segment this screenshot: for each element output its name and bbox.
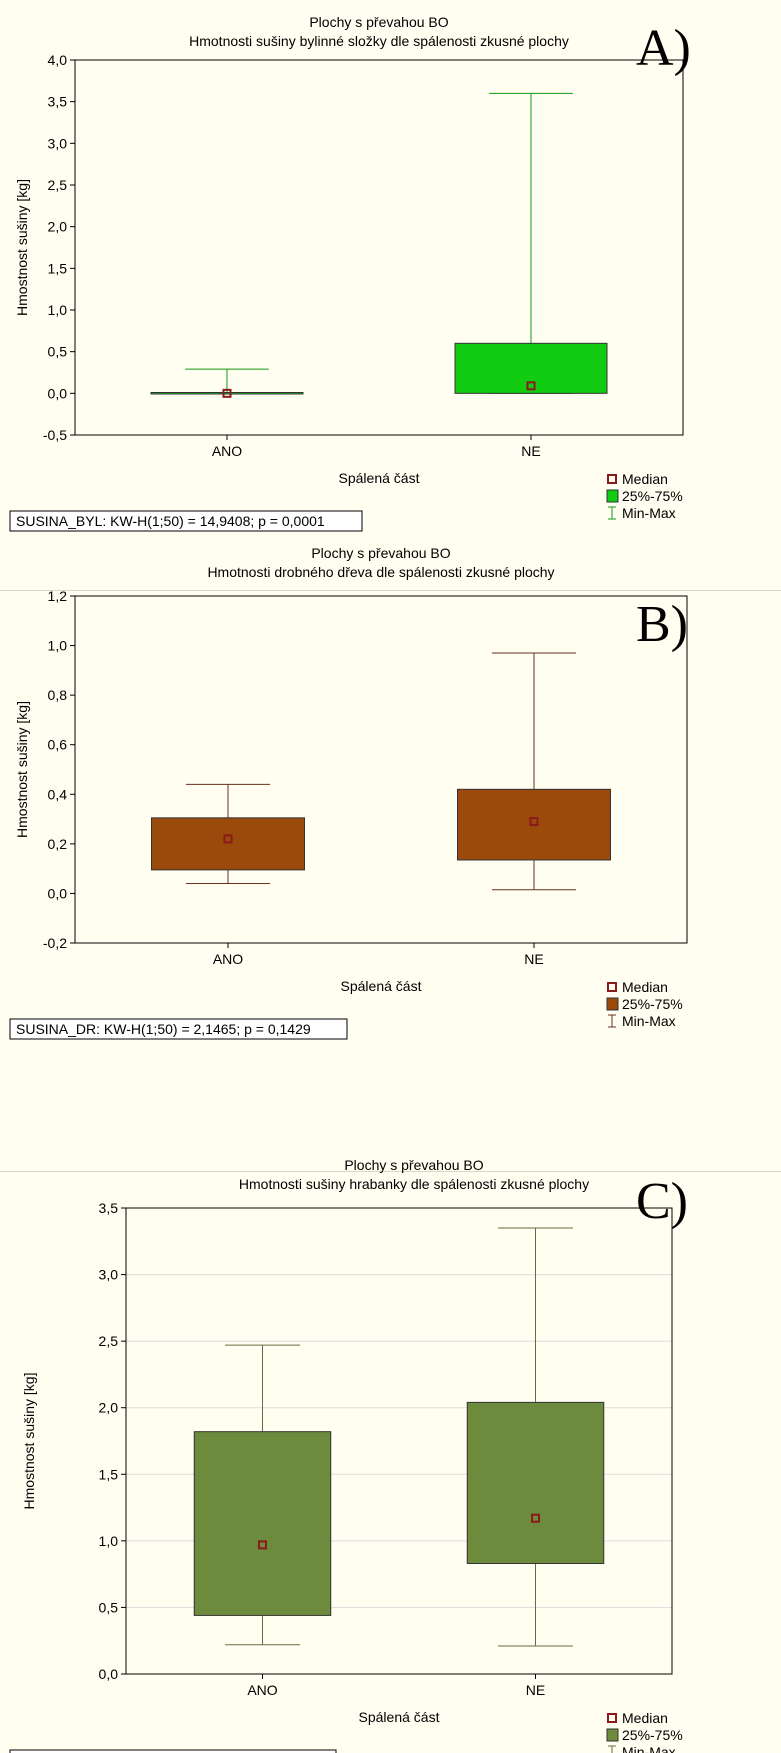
iqr-box bbox=[467, 1402, 604, 1563]
legend-median-label: Median bbox=[622, 979, 668, 995]
y-tick-label: 0,0 bbox=[99, 1666, 119, 1682]
y-tick-label: -0,5 bbox=[43, 427, 67, 443]
stats-text: SUSINA_BYL: KW-H(1;50) = 14,9408; p = 0,… bbox=[16, 513, 325, 529]
chart-panel-c: 0,0 0,5 1,0 1,5 2,0 2,5 3,0 3,5 ANO NE Plochy s př… bbox=[0, 1172, 781, 1753]
legend-median-marker bbox=[608, 475, 616, 483]
plot-frame bbox=[75, 596, 687, 943]
chart-title: Plochy s převahou BO bbox=[311, 545, 450, 561]
y-tick-label: 0,5 bbox=[99, 1599, 119, 1615]
y-tick-label: 0,2 bbox=[48, 836, 68, 852]
panel-letter: C) bbox=[636, 1173, 688, 1230]
y-tick-label: 0,5 bbox=[48, 344, 68, 360]
chart-panel-b: -0,2 0,0 0,2 0,4 0,6 0,8 1,0 1,2 ANO NE Plochy s p… bbox=[0, 591, 781, 1171]
legend-box-label: 25%-75% bbox=[622, 996, 683, 1012]
y-tick-label: 0,8 bbox=[48, 687, 68, 703]
y-tick-label: 2,5 bbox=[48, 177, 68, 193]
y-tick-label: 3,0 bbox=[48, 135, 68, 151]
legend-box-swatch bbox=[607, 490, 618, 502]
y-tick-label: 0,0 bbox=[48, 385, 68, 401]
legend-box-label: 25%-75% bbox=[622, 1727, 683, 1743]
y-axis-label: Hmostnost sušiny [kg] bbox=[14, 701, 30, 838]
x-axis-label: Spálená část bbox=[341, 978, 422, 994]
y-tick-label: 3,5 bbox=[99, 1200, 119, 1216]
x-axis-label: Spálená část bbox=[339, 470, 420, 486]
legend-box-swatch bbox=[607, 998, 618, 1010]
legend-median-label: Median bbox=[622, 1710, 668, 1726]
x-axis-label: Spálená část bbox=[359, 1709, 440, 1725]
iqr-box bbox=[455, 343, 607, 393]
chart-subtitle: Hmotnosti sušiny bylinné složky dle spál… bbox=[189, 33, 569, 49]
legend-median-marker bbox=[608, 1714, 616, 1722]
chart-title: Plochy s převahou BO bbox=[344, 1157, 483, 1173]
y-tick-label: 3,5 bbox=[48, 94, 68, 110]
x-tick-label-ano: ANO bbox=[212, 443, 242, 459]
legend-box-swatch bbox=[607, 1729, 618, 1741]
chart-title: Plochy s převahou BO bbox=[309, 14, 448, 30]
y-tick-label: 1,0 bbox=[48, 302, 68, 318]
iqr-box bbox=[151, 393, 303, 395]
y-tick-label: 0,0 bbox=[48, 885, 68, 901]
chart-svg: -0,2 0,0 0,2 0,4 0,6 0,8 1,0 1,2 ANO NE Plochy s p… bbox=[0, 591, 781, 1171]
x-tick-label-ne: NE bbox=[521, 443, 540, 459]
legend-median-marker bbox=[608, 983, 616, 991]
y-tick-label: 1,5 bbox=[48, 260, 68, 276]
legend-median-label: Median bbox=[622, 471, 668, 487]
y-tick-label: 2,0 bbox=[48, 219, 68, 235]
chart-subtitle: Hmotnosti sušiny hrabanky dle spálenosti… bbox=[239, 1176, 589, 1192]
y-tick-label: 1,5 bbox=[99, 1466, 119, 1482]
y-tick-label: -0,2 bbox=[43, 935, 67, 951]
panel-letter: A) bbox=[636, 20, 691, 77]
y-tick-label: 4,0 bbox=[48, 52, 68, 68]
chart-svg: -0,5 0,0 0,5 1,0 1,5 2,0 2,5 3,0 3,5 4,0 ANO NE Ploc… bbox=[0, 0, 781, 590]
legend-minmax-label: Min-Max bbox=[622, 505, 676, 521]
x-tick-label-ano: ANO bbox=[213, 951, 243, 967]
y-tick-label: 0,4 bbox=[48, 786, 68, 802]
panel-letter: B) bbox=[636, 596, 688, 653]
chart-panel-a: -0,5 0,0 0,5 1,0 1,5 2,0 2,5 3,0 3,5 4,0 ANO NE Ploc… bbox=[0, 0, 781, 590]
legend-minmax-label: Min-Max bbox=[622, 1013, 676, 1029]
x-tick-label-ne: NE bbox=[524, 951, 543, 967]
chart-subtitle: Hmotnosti drobného dřeva dle spálenosti … bbox=[207, 564, 554, 580]
y-tick-label: 0,6 bbox=[48, 737, 68, 753]
x-tick-label-ne: NE bbox=[526, 1682, 545, 1698]
y-tick-label: 2,5 bbox=[99, 1333, 119, 1349]
iqr-box bbox=[194, 1432, 331, 1616]
y-tick-label: 3,0 bbox=[99, 1267, 119, 1283]
stats-text: SUSINA_DR: KW-H(1;50) = 2,1465; p = 0,14… bbox=[16, 1021, 311, 1037]
legend-minmax-label: Min-Max bbox=[622, 1744, 676, 1753]
y-axis-label: Hmostnost sušiny [kg] bbox=[14, 179, 30, 316]
iqr-box bbox=[152, 818, 305, 870]
y-axis-label: Hmostnost sušiny [kg] bbox=[21, 1373, 37, 1510]
x-tick-label-ano: ANO bbox=[247, 1682, 277, 1698]
y-tick-label: 1,2 bbox=[48, 588, 68, 604]
y-tick-label: 1,0 bbox=[48, 638, 68, 654]
y-tick-label: 2,0 bbox=[99, 1400, 119, 1416]
y-tick-label: 1,0 bbox=[99, 1533, 119, 1549]
legend-box-label: 25%-75% bbox=[622, 488, 683, 504]
